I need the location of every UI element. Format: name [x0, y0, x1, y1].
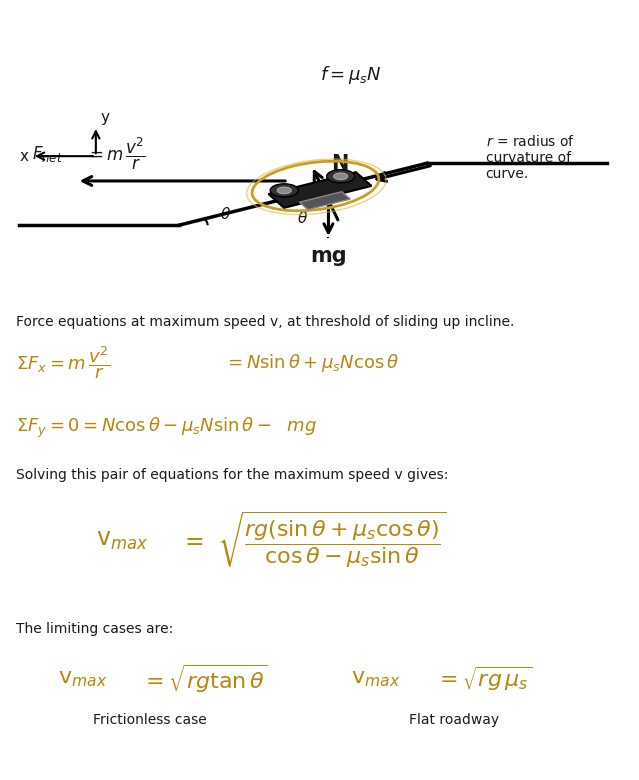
Text: $\mathrm{v}_{max}$: $\mathrm{v}_{max}$ — [58, 669, 107, 690]
Text: $F_{net}$: $F_{net}$ — [32, 144, 63, 164]
Text: y: y — [100, 110, 109, 125]
Circle shape — [334, 173, 348, 179]
Text: $\theta$: $\theta$ — [220, 206, 231, 222]
Text: $\theta$: $\theta$ — [297, 210, 308, 226]
Circle shape — [277, 187, 291, 193]
Text: $= \sqrt{rg\tan\theta}$: $= \sqrt{rg\tan\theta}$ — [141, 663, 268, 696]
Text: $\mathrm{v}_{max}$: $\mathrm{v}_{max}$ — [96, 528, 148, 552]
Text: The limiting cases are:: The limiting cases are: — [16, 622, 173, 636]
Text: $\Sigma F_x = m\,\dfrac{v^2}{r}$: $\Sigma F_x = m\,\dfrac{v^2}{r}$ — [16, 344, 110, 381]
Text: Frictionless case: Frictionless case — [93, 713, 207, 727]
Text: Flat roadway: Flat roadway — [408, 713, 499, 727]
Text: $= m\,\dfrac{v^2}{r}$: $= m\,\dfrac{v^2}{r}$ — [86, 136, 146, 172]
Text: N: N — [331, 154, 348, 175]
Text: mg: mg — [310, 246, 347, 265]
Text: $= N\sin\theta + \mu_s N\cos\theta$: $= N\sin\theta + \mu_s N\cos\theta$ — [224, 352, 399, 374]
Text: $r$ = radius of: $r$ = radius of — [486, 133, 574, 149]
Text: $f = \mu_s N$: $f = \mu_s N$ — [321, 64, 382, 86]
Text: $\sqrt{\dfrac{rg(\sin\theta + \mu_s\cos\theta)}{\cos\theta - \mu_s\sin\theta}}$: $\sqrt{\dfrac{rg(\sin\theta + \mu_s\cos\… — [217, 510, 447, 570]
Circle shape — [327, 170, 355, 183]
Text: Solving this pair of equations for the maximum speed v gives:: Solving this pair of equations for the m… — [16, 469, 449, 482]
Text: $\Sigma F_y = 0 = N\cos\theta - \mu_s N\sin\theta -\ \ mg$: $\Sigma F_y = 0 = N\cos\theta - \mu_s N\… — [16, 415, 317, 439]
Text: $= \sqrt{rg\,\mu_s}$: $= \sqrt{rg\,\mu_s}$ — [435, 665, 532, 693]
Text: $\mathrm{v}_{max}$: $\mathrm{v}_{max}$ — [351, 669, 401, 690]
Text: x: x — [20, 149, 29, 164]
Polygon shape — [268, 172, 371, 207]
Text: curvature of: curvature of — [486, 151, 571, 165]
Polygon shape — [300, 192, 350, 210]
Circle shape — [270, 184, 298, 197]
Text: $=$: $=$ — [180, 528, 204, 552]
Text: Force equations at maximum speed v, at threshold of sliding up incline.: Force equations at maximum speed v, at t… — [16, 315, 514, 329]
Text: curve.: curve. — [486, 167, 529, 181]
